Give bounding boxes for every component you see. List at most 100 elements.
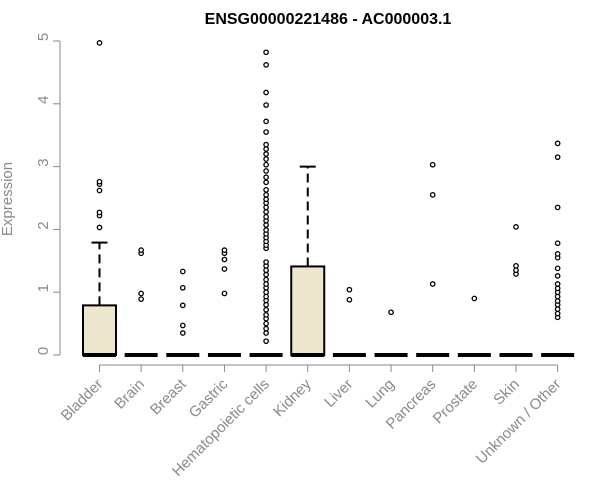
- outlier-point: [221, 247, 228, 253]
- x-category-label: Skin: [490, 376, 523, 409]
- box-rect: [82, 304, 117, 356]
- outlier-point: [221, 290, 228, 297]
- outlier-point: [263, 62, 269, 68]
- box-group: [249, 49, 283, 357]
- outlier-point: [263, 102, 269, 108]
- y-axis: 0 1 2 3 4 5: [35, 33, 61, 356]
- outlier-point: [554, 273, 561, 279]
- outlier-point: [263, 156, 269, 162]
- y-tick-label: 2: [35, 221, 52, 229]
- outlier-point: [263, 222, 269, 228]
- outlier-point: [554, 140, 561, 147]
- outlier-point: [554, 265, 561, 272]
- outlier-point: [429, 161, 436, 168]
- outlier-point: [179, 322, 186, 329]
- outlier-point: [429, 281, 436, 287]
- outlier-point: [429, 192, 436, 198]
- outlier-point: [554, 154, 561, 161]
- outlier-point: [263, 330, 269, 336]
- box-group: [290, 165, 326, 357]
- outlier-point: [263, 289, 269, 296]
- outlier-point: [263, 146, 269, 152]
- outlier-point: [96, 209, 103, 216]
- outlier-point: [138, 247, 144, 253]
- outlier-point: [96, 224, 103, 231]
- outlier-point: [346, 286, 353, 293]
- outlier-point: [554, 285, 561, 292]
- box-group: [166, 268, 200, 357]
- outlier-point: [263, 293, 269, 300]
- outlier-point: [388, 309, 394, 316]
- box-group: [499, 224, 533, 357]
- outlier-point: [554, 251, 561, 257]
- x-category-label: Kidney: [270, 375, 315, 420]
- x-category-label: Liver: [321, 376, 356, 411]
- outlier-point: [263, 325, 269, 332]
- box-group: [207, 247, 241, 357]
- x-category-label: Prostate: [430, 376, 482, 428]
- outlier-point: [263, 267, 269, 274]
- outlier-point: [263, 204, 269, 211]
- outlier-point: [179, 330, 186, 336]
- outlier-point: [554, 281, 561, 287]
- y-tick-label: 1: [35, 284, 52, 292]
- outlier-point: [513, 267, 519, 274]
- y-tick-label: 5: [35, 33, 52, 41]
- outlier-point: [554, 298, 561, 304]
- outlier-point: [263, 49, 269, 56]
- outlier-point: [263, 141, 269, 148]
- outlier-point: [263, 311, 269, 318]
- outlier-point: [221, 266, 228, 272]
- outlier-point: [263, 168, 269, 174]
- boxes-group: [82, 40, 575, 357]
- outlier-point: [179, 284, 186, 291]
- outlier-point: [263, 301, 269, 308]
- outlier-point: [346, 296, 353, 303]
- outlier-point: [179, 268, 186, 275]
- outlier-point: [554, 306, 561, 313]
- outlier-point: [263, 227, 269, 233]
- outlier-point: [263, 151, 269, 157]
- box-group: [416, 161, 450, 357]
- outlier-point: [263, 208, 269, 215]
- outlier-point: [513, 262, 519, 269]
- outlier-point: [263, 174, 269, 181]
- outlier-point: [96, 178, 103, 185]
- outlier-point: [263, 306, 269, 313]
- y-tick-label: 0: [35, 347, 52, 355]
- x-category-label: Lung: [362, 376, 398, 412]
- outlier-point: [263, 179, 269, 186]
- box-group: [457, 295, 491, 357]
- outlier-point: [471, 295, 478, 302]
- box-rect: [290, 265, 326, 356]
- outlier-point: [263, 320, 269, 327]
- outlier-point: [263, 276, 269, 283]
- outlier-point: [263, 196, 269, 203]
- outlier-point: [554, 240, 561, 247]
- box-group: [124, 247, 158, 357]
- x-category-label: Bladder: [58, 376, 107, 425]
- outlier-point: [96, 40, 103, 46]
- outlier-point: [263, 118, 269, 125]
- x-category-label: Brain: [111, 376, 148, 413]
- outlier-point: [554, 204, 561, 211]
- box-group: [541, 140, 575, 357]
- box-group: [332, 286, 366, 357]
- outlier-point: [263, 271, 269, 278]
- outlier-point: [263, 129, 269, 135]
- outlier-point: [263, 281, 269, 287]
- outlier-point: [263, 161, 269, 168]
- outlier-point: [554, 310, 561, 317]
- outlier-point: [263, 213, 269, 220]
- outlier-point: [513, 224, 519, 230]
- outlier-point: [263, 338, 269, 345]
- outlier-point: [263, 259, 269, 265]
- chart-title: ENSG00000221486 - AC000003.1: [205, 11, 452, 28]
- outlier-point: [263, 192, 269, 198]
- box-group: [82, 40, 117, 357]
- outlier-point: [263, 89, 269, 96]
- y-tick-label: 4: [35, 96, 52, 104]
- outlier-point: [138, 296, 144, 302]
